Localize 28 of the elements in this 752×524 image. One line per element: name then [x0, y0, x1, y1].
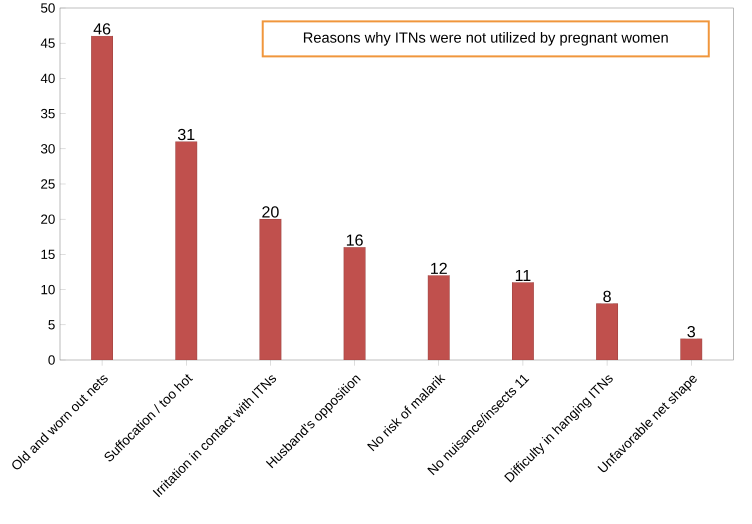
data-label: 46	[94, 23, 110, 35]
y-tick-label: 35	[40, 108, 55, 118]
y-tick-label: 0	[48, 355, 55, 365]
y-tick-label: 40	[40, 74, 55, 84]
y-tick-label: 10	[41, 284, 55, 294]
bar	[428, 275, 450, 360]
data-label: 12	[431, 262, 447, 274]
bar	[680, 338, 702, 360]
y-tick-label: 50	[41, 3, 55, 13]
y-tick-label: 5	[48, 320, 55, 330]
data-label: 8	[603, 290, 611, 302]
y-tick-label: 25	[41, 179, 55, 189]
bar	[512, 282, 534, 360]
text: Reasons why ITNs were not utilized by pregnant women	[304, 32, 668, 46]
y-tick-label: 30	[40, 144, 55, 154]
y-tick-label: 20	[41, 214, 55, 224]
data-label: 11	[516, 270, 530, 281]
data-label: 31	[178, 128, 194, 140]
y-tick-label: 15	[41, 250, 55, 260]
data-label: 20	[262, 206, 279, 218]
bar	[91, 36, 114, 360]
bar	[344, 247, 366, 360]
data-label: 3	[687, 326, 695, 338]
bar	[175, 141, 198, 360]
y-tick-label: 45	[40, 38, 55, 48]
data-label: 16	[346, 234, 363, 246]
bar	[596, 303, 618, 360]
bar	[259, 218, 282, 360]
